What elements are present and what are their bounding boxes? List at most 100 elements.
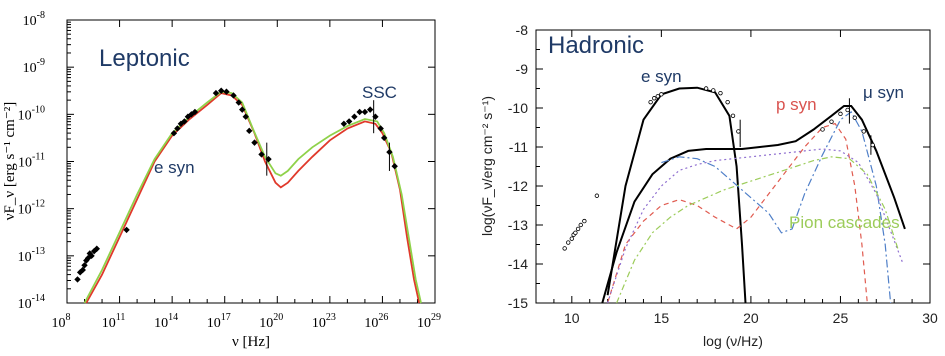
- e-syn-annotation: e syn: [154, 158, 195, 177]
- hadronic-data-point: [852, 115, 857, 120]
- leptonic-y-tick-label: 10-14: [18, 293, 45, 312]
- hadronic-data-point: [725, 99, 730, 105]
- hadronic-data-point: [571, 232, 576, 237]
- leptonic-x-tick-label: 1014: [154, 312, 178, 331]
- hadronic-y-axis-label: log(νF_ν/erg cm⁻² s⁻¹): [479, 96, 495, 236]
- hadronic-x-axis-label: log (ν/Hz): [703, 333, 763, 349]
- leptonic-data-point: [345, 118, 353, 125]
- hadronic-data-point: [648, 99, 653, 105]
- leptonic-data-point: [366, 106, 374, 113]
- hadronic-x-tick-label: 10: [564, 310, 580, 326]
- hadronic-model-curve-2: [607, 122, 868, 304]
- hadronic-data-point: [730, 113, 736, 118]
- hadronic-y-tick-label: -8: [516, 22, 529, 38]
- hadronic-data-point: [569, 236, 575, 241]
- leptonic-data-point: [372, 113, 379, 120]
- leptonic-data-point: [81, 262, 88, 269]
- p-syn-annotation: p syn: [776, 95, 817, 114]
- leptonic-data-point: [177, 120, 185, 127]
- leptonic-x-tick-label: 108: [52, 312, 71, 331]
- leptonic-data-point: [218, 87, 225, 94]
- hadronic-x-tick-label: 15: [654, 310, 670, 326]
- leptonic-data-point: [386, 148, 393, 156]
- leptonic-data-point: [230, 92, 237, 99]
- hadronic-data-point: [578, 222, 583, 228]
- leptonic-y-tick-label: 10-10: [18, 104, 45, 123]
- leptonic-chart: 108 1011 1014 1017 1020 1023 1026 1029 10-14 10-1…: [2, 10, 441, 350]
- leptonic-data-point: [212, 89, 220, 97]
- hadronic-data-point: [575, 226, 581, 232]
- hadronic-x-tick-label: 30: [922, 310, 938, 326]
- leptonic-data-point: [351, 113, 358, 120]
- leptonic-data-point: [191, 108, 199, 116]
- hadronic-data-point: [845, 107, 850, 113]
- leptonic-x-tick-label: 1023: [312, 312, 336, 331]
- hadronic-data-point: [838, 111, 843, 117]
- leptonic-y-tick-label: 10-9: [23, 57, 45, 76]
- hadronic-data-point: [582, 218, 587, 224]
- hadronic-y-tick-label: -13: [508, 217, 528, 233]
- hadronic-model-curve-4: [607, 148, 904, 304]
- ssc-annotation: SSC: [362, 83, 397, 102]
- mu-syn-annotation: μ syn: [863, 83, 904, 102]
- leptonic-data-point: [181, 118, 188, 125]
- leptonic-y-tick-label: 10-11: [18, 152, 45, 171]
- leptonic-y-tick-label: 10-13: [18, 246, 45, 265]
- hadronic-x-tick-label: 25: [833, 310, 849, 326]
- leptonic-data-point: [223, 88, 230, 95]
- hadronic-y-tick-label: -11: [509, 139, 528, 155]
- leptonic-data-point: [265, 155, 272, 163]
- leptonic-data-point: [258, 151, 265, 158]
- leptonic-data-point: [391, 163, 398, 170]
- leptonic-data-point: [123, 226, 130, 234]
- hadronic-data-point: [652, 96, 657, 101]
- hadronic-data-point: [566, 240, 571, 245]
- hadronic-data-point: [711, 88, 716, 93]
- leptonic-data-point: [74, 276, 81, 283]
- hadronic-data-point: [718, 90, 723, 96]
- leptonic-data-point: [356, 108, 363, 116]
- leptonic-data-point: [174, 125, 181, 132]
- hadronic-model-curve-1: [601, 105, 906, 304]
- leptonic-data-point: [90, 247, 98, 255]
- hadronic-y-tick-label: -9: [516, 61, 529, 77]
- leptonic-data-point: [361, 108, 369, 116]
- leptonic-data-point: [79, 266, 86, 274]
- hadronic-y-tick-label: -14: [508, 256, 528, 272]
- leptonic-x-tick-label: 1029: [417, 312, 441, 331]
- pion-cascades-annotation: Pion cascades: [789, 213, 900, 232]
- leptonic-data-point: [93, 245, 100, 252]
- leptonic-data-point: [340, 120, 348, 127]
- e-syn-annotation: e syn: [641, 67, 682, 86]
- hadronic-plot-frame: [535, 29, 931, 304]
- leptonic-x-tick-label: 1020: [259, 312, 283, 331]
- leptonic-data-point: [251, 139, 258, 146]
- leptonic-title: Leptonic: [99, 45, 190, 72]
- hadronic-data-point: [562, 246, 567, 251]
- leptonic-x-tick-label: 1017: [207, 312, 231, 331]
- hadronic-data-point: [829, 119, 834, 124]
- hadronic-data-point: [655, 94, 660, 99]
- leptonic-y-tick-label: 10-8: [23, 10, 45, 29]
- hadronic-data-point: [659, 92, 664, 97]
- hadronic-y-tick-label: -12: [508, 178, 528, 194]
- hadronic-title: Hadronic: [548, 32, 644, 59]
- leptonic-data-point: [239, 106, 246, 113]
- leptonic-x-tick-label: 1011: [102, 312, 126, 331]
- hadronic-data-point: [594, 193, 600, 198]
- leptonic-x-tick-label: 1026: [364, 312, 388, 331]
- hadronic-data-point: [703, 86, 709, 91]
- hadronic-model-curve-3: [661, 111, 892, 304]
- hadronic-x-tick-label: 20: [743, 310, 759, 326]
- hadronic-data-point: [573, 230, 578, 235]
- hadronic-data-point: [736, 129, 741, 134]
- leptonic-y-tick-label: 10-12: [18, 199, 45, 218]
- hadronic-data-point: [870, 142, 875, 148]
- leptonic-y-axis-label: νF_ν [erg s⁻¹ cm⁻²]: [2, 102, 18, 221]
- leptonic-data-point: [242, 113, 249, 120]
- hadronic-model-curve-0: [606, 86, 747, 304]
- leptonic-data-point: [377, 125, 384, 132]
- leptonic-data-point: [170, 130, 178, 137]
- leptonic-model-curve-1: [83, 90, 422, 304]
- hadronic-y-tick-label: -10: [508, 100, 528, 116]
